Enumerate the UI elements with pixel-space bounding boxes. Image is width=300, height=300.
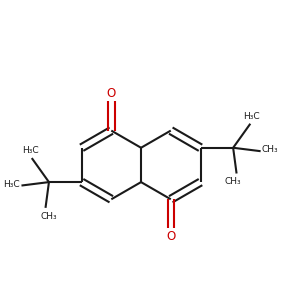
Text: H₃C: H₃C bbox=[22, 146, 39, 155]
Text: O: O bbox=[166, 230, 176, 243]
Text: CH₃: CH₃ bbox=[41, 212, 57, 221]
Text: H₃C: H₃C bbox=[4, 179, 20, 188]
Text: CH₃: CH₃ bbox=[225, 177, 241, 186]
Text: O: O bbox=[107, 86, 116, 100]
Text: H₃C: H₃C bbox=[244, 112, 260, 121]
Text: CH₃: CH₃ bbox=[262, 145, 278, 154]
